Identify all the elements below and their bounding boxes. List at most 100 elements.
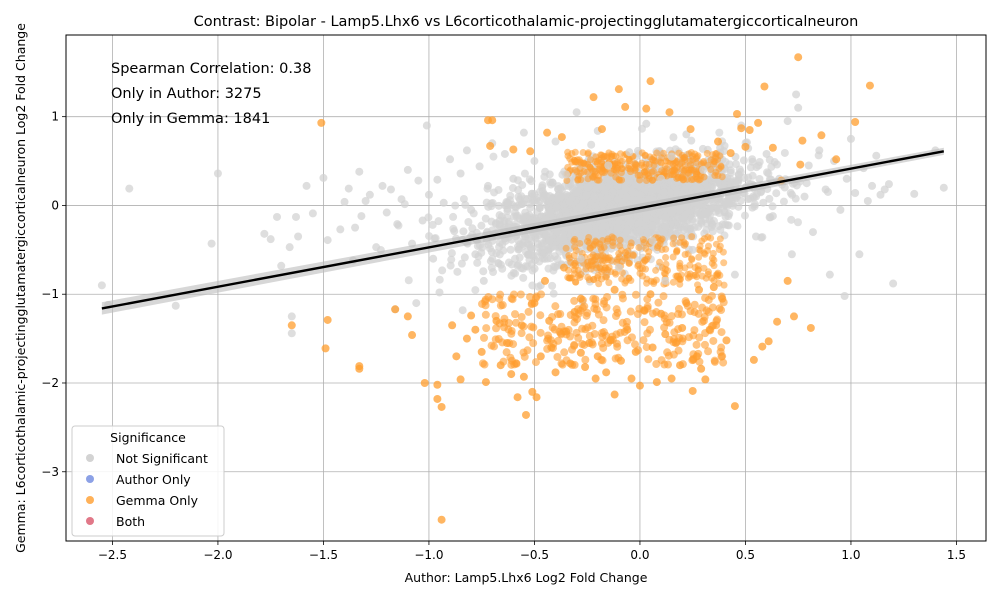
point-gemma-only <box>694 309 703 318</box>
point-not-significant <box>294 232 303 241</box>
point-not-significant <box>622 227 631 236</box>
point-not-significant <box>351 223 360 232</box>
point-gemma-only <box>595 172 603 180</box>
point-not-significant <box>622 193 631 202</box>
point-not-significant <box>551 137 560 146</box>
legend-title: Significance <box>110 430 186 445</box>
point-not-significant <box>739 156 748 165</box>
point-gemma-only <box>832 155 841 164</box>
point-not-significant <box>511 269 520 278</box>
point-gemma-only <box>718 352 727 361</box>
point-not-significant <box>446 155 455 164</box>
point-gemma-only <box>420 378 429 387</box>
point-gemma-only <box>456 375 465 384</box>
point-not-significant <box>634 219 643 228</box>
point-gemma-only <box>502 348 511 357</box>
point-not-significant <box>372 243 381 252</box>
point-gemma-only <box>630 340 639 349</box>
point-gemma-only <box>437 402 446 411</box>
point-not-significant <box>530 157 539 166</box>
point-gemma-only <box>623 325 632 334</box>
point-gemma-only <box>520 352 529 361</box>
point-gemma-only <box>597 256 605 264</box>
point-not-significant <box>462 146 471 155</box>
point-gemma-only <box>749 355 758 364</box>
point-not-significant <box>613 224 622 233</box>
point-gemma-only <box>536 328 545 337</box>
point-not-significant <box>572 188 581 197</box>
point-gemma-only <box>478 299 487 308</box>
point-gemma-only <box>650 156 658 164</box>
point-gemma-only <box>627 333 636 342</box>
point-not-significant <box>669 133 678 142</box>
point-not-significant <box>453 267 462 276</box>
point-not-significant <box>534 243 543 252</box>
point-gemma-only <box>710 277 718 285</box>
point-not-significant <box>506 196 515 205</box>
point-not-significant <box>545 236 554 245</box>
point-gemma-only <box>529 339 538 348</box>
point-not-significant <box>889 279 898 288</box>
point-not-significant <box>836 205 845 214</box>
point-gemma-only <box>574 176 582 184</box>
point-gemma-only <box>798 136 807 145</box>
point-gemma-only <box>618 165 626 173</box>
point-gemma-only <box>687 166 695 174</box>
point-not-significant <box>730 270 739 279</box>
point-not-significant <box>762 149 771 158</box>
point-gemma-only <box>323 315 332 324</box>
point-not-significant <box>481 214 490 223</box>
point-gemma-only <box>612 270 620 278</box>
point-not-significant <box>597 182 606 191</box>
point-not-significant <box>575 203 584 212</box>
point-not-significant <box>715 128 724 137</box>
point-not-significant <box>519 273 528 282</box>
point-gemma-only <box>680 238 688 246</box>
point-gemma-only <box>613 342 622 351</box>
point-gemma-only <box>642 244 650 252</box>
point-gemma-only <box>507 294 516 303</box>
point-gemma-only <box>613 308 622 317</box>
point-gemma-only <box>670 234 678 242</box>
point-not-significant <box>732 194 741 203</box>
point-gemma-only <box>585 239 593 247</box>
point-not-significant <box>97 281 106 290</box>
point-gemma-only <box>593 352 602 361</box>
point-gemma-only <box>688 255 696 263</box>
point-not-significant <box>688 245 697 254</box>
point-gemma-only <box>517 321 526 330</box>
annotation-block: Spearman Correlation: 0.38 Only in Autho… <box>111 61 311 127</box>
point-gemma-only <box>559 263 568 272</box>
point-not-significant <box>666 188 675 197</box>
point-gemma-only <box>865 81 874 90</box>
y-tick-label: −2 <box>41 376 59 390</box>
point-not-significant <box>458 306 467 315</box>
point-gemma-only <box>524 307 533 316</box>
point-not-significant <box>323 236 332 245</box>
point-not-significant <box>714 206 723 215</box>
point-not-significant <box>794 103 803 112</box>
point-gemma-only <box>509 145 518 154</box>
point-not-significant <box>572 108 581 117</box>
point-gemma-only <box>659 292 668 301</box>
point-gemma-only <box>703 246 711 254</box>
point-gemma-only <box>462 334 471 343</box>
point-not-significant <box>621 185 630 194</box>
point-gemma-only <box>669 253 677 261</box>
point-not-significant <box>488 198 497 207</box>
point-gemma-only <box>702 306 711 315</box>
point-gemma-only <box>696 175 704 183</box>
point-gemma-only <box>626 156 634 164</box>
point-gemma-only <box>573 158 581 166</box>
point-gemma-only <box>700 264 708 272</box>
point-not-significant <box>787 215 796 224</box>
point-not-significant <box>648 186 657 195</box>
point-gemma-only <box>694 266 702 274</box>
point-gemma-only <box>717 163 725 171</box>
point-gemma-only <box>688 233 696 241</box>
point-gemma-only <box>321 344 330 353</box>
point-not-significant <box>753 189 762 198</box>
point-gemma-only <box>588 321 597 330</box>
point-not-significant <box>884 180 893 189</box>
point-not-significant <box>489 152 498 161</box>
